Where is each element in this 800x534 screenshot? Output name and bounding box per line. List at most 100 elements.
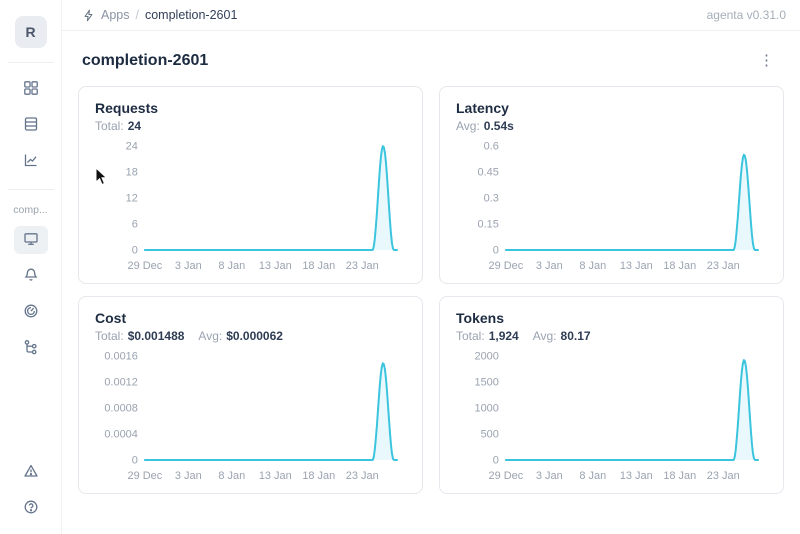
y-axis-tick-label: 24: [126, 140, 138, 152]
list-icon: [23, 116, 39, 135]
y-axis-tick-label: 2000: [474, 350, 498, 362]
stat-label: Total:: [95, 119, 124, 133]
breadcrumb-current: completion-2601: [144, 8, 238, 22]
x-axis-tick-label: 3 Jan: [536, 260, 563, 272]
sidebar-item-evaluations[interactable]: [14, 298, 48, 326]
chart-area-fill: [505, 154, 759, 250]
stat-pair: Avg: $0.000062: [198, 329, 283, 343]
y-axis-tick-label: 0.3: [484, 192, 499, 204]
stat-label: Total:: [456, 329, 485, 343]
card-stats: Avg: 0.54s: [456, 119, 767, 133]
sidebar-nav-bottom: [14, 458, 48, 522]
y-axis-tick-label: 1000: [474, 402, 498, 414]
metric-line-chart: 0 500 1000 1500 2000 29 Dec 3 Jan 8 Jan 13 Jan 18…: [474, 350, 760, 482]
stat-value: 80.17: [560, 329, 591, 343]
breadcrumb-apps-link[interactable]: Apps: [101, 8, 130, 22]
y-axis-tick-label: 0.0008: [104, 402, 138, 414]
x-axis-tick-label: 18 Jan: [302, 470, 335, 482]
app-section-label: comp...: [13, 204, 48, 216]
sidebar-item-overview[interactable]: [13, 226, 48, 254]
stat-value: $0.001488: [127, 329, 185, 343]
y-axis-tick-label: 0.45: [478, 166, 499, 178]
y-axis-tick-label: 1500: [474, 376, 498, 388]
grid-icon: [23, 80, 39, 99]
y-axis-tick-label: 0: [493, 454, 499, 466]
help-icon: [23, 499, 39, 518]
sidebar-item-alerts[interactable]: [14, 458, 48, 486]
card-title: Latency: [456, 100, 509, 116]
x-axis-tick-label: 13 Jan: [259, 470, 292, 482]
metric-cards-grid: Requests Total: 24 0 6 12 18 24 29 Dec 3 Jan 8 J…: [62, 86, 800, 494]
x-axis-tick-label: 8 Jan: [218, 260, 245, 272]
x-axis-tick-label: 13 Jan: [259, 260, 292, 272]
y-axis-tick-label: 0.0016: [104, 350, 138, 362]
y-axis-tick-label: 0: [132, 244, 138, 256]
x-axis-tick-label: 23 Jan: [346, 470, 379, 482]
chart-line: [143, 145, 399, 251]
stat-pair: Total: $0.001488: [95, 329, 184, 343]
sidebar: R: [0, 0, 62, 534]
metric-line-chart: 0 0.0004 0.0008 0.0012 0.0016 29 Dec 3 Jan 8 Ja…: [104, 350, 399, 482]
sidebar-nav-top: [14, 75, 48, 175]
stat-label: Avg:: [532, 329, 557, 343]
y-axis-tick-label: 500: [481, 428, 499, 440]
stat-value: 24: [127, 119, 142, 133]
x-axis-tick-label: 23 Jan: [707, 260, 740, 272]
chart-trend-icon: [23, 152, 39, 171]
page-title: completion-2601: [82, 51, 209, 69]
stat-pair: Total: 1,924: [456, 329, 519, 343]
app-version: agenta v0.31.0: [706, 8, 786, 22]
gauge-icon: [23, 303, 39, 322]
chart-area-fill: [505, 360, 759, 460]
x-axis-tick-label: 18 Jan: [302, 260, 335, 272]
sidebar-item-help[interactable]: [14, 494, 48, 522]
y-axis-tick-label: 0.6: [484, 140, 499, 152]
y-axis-tick-label: 6: [132, 218, 138, 230]
bell-icon: [23, 267, 39, 286]
stat-pair: Avg: 0.54s: [456, 119, 514, 133]
card-title: Requests: [95, 100, 159, 116]
x-axis-tick-label: 3 Jan: [175, 470, 202, 482]
x-axis-tick-label: 8 Jan: [579, 260, 606, 272]
x-axis-tick-label: 29 Dec: [127, 470, 162, 482]
metric-card-tokens: Tokens Total: 1,924 Avg: 80.17 0 500 1000 1500…: [439, 296, 784, 494]
card-title: Tokens: [456, 310, 504, 326]
x-axis-tick-label: 29 Dec: [488, 470, 523, 482]
chart-line: [143, 362, 399, 461]
metric-card-latency: Latency Avg: 0.54s 0 0.15 0.3 0.45 0.6 29 Dec 3…: [439, 86, 784, 284]
sidebar-divider: [7, 62, 54, 63]
sidebar-item-playground[interactable]: [14, 262, 48, 290]
y-axis-tick-label: 0: [132, 454, 138, 466]
tree-icon: [23, 339, 39, 358]
sidebar-item-testsets[interactable]: [14, 111, 48, 139]
stat-label: Avg:: [456, 119, 480, 133]
sidebar-item-traces[interactable]: [14, 334, 48, 362]
lightning-icon: [82, 9, 95, 22]
stat-label: Avg:: [198, 329, 223, 343]
chart-area-fill: [144, 146, 398, 250]
breadcrumb: Apps / completion-2601: [82, 8, 237, 22]
alert-triangle-icon: [23, 463, 39, 482]
kebab-menu-button[interactable]: ⋮: [755, 51, 778, 70]
x-axis-tick-label: 3 Jan: [536, 470, 563, 482]
card-title: Cost: [95, 310, 127, 326]
x-axis-tick-label: 23 Jan: [346, 260, 379, 272]
sidebar-nav-app: [13, 226, 48, 362]
x-axis-tick-label: 18 Jan: [663, 470, 696, 482]
y-axis-tick-label: 0.0004: [104, 428, 138, 440]
main-content: completion-2601 ⋮ Requests Total: 24 0 6 12…: [62, 31, 800, 534]
y-axis-tick-label: 0.0012: [104, 376, 138, 388]
topbar: Apps / completion-2601 agenta v0.31.0: [62, 0, 800, 31]
x-axis-tick-label: 8 Jan: [218, 470, 245, 482]
metric-line-chart: 0 6 12 18 24 29 Dec 3 Jan 8 Jan 13 Jan 18 Jan 23 J…: [126, 140, 399, 272]
metric-line-chart: 0 0.15 0.3 0.45 0.6 29 Dec 3 Jan 8 Jan 13 Jan 18 …: [478, 140, 760, 272]
breadcrumb-separator: /: [135, 8, 139, 22]
sidebar-item-observability[interactable]: [14, 147, 48, 175]
stat-label: Total:: [95, 329, 124, 343]
chart-line: [504, 153, 760, 251]
x-axis-tick-label: 3 Jan: [175, 260, 202, 272]
y-axis-tick-label: 0: [493, 244, 499, 256]
x-axis-tick-label: 13 Jan: [620, 470, 653, 482]
sidebar-item-apps[interactable]: [14, 75, 48, 103]
workspace-avatar[interactable]: R: [14, 16, 47, 48]
